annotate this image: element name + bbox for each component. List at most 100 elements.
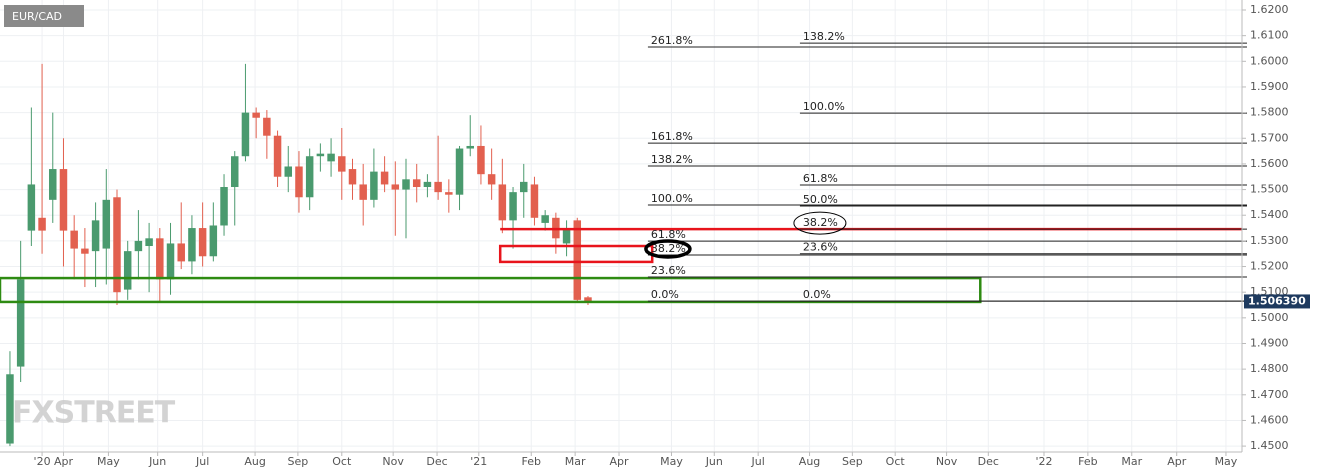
- x-tick-label: Apr: [54, 455, 74, 468]
- candle-body: [284, 166, 293, 177]
- y-tick-label: 1.6200: [1250, 3, 1289, 16]
- highlight-circle: [644, 239, 692, 259]
- candle-body: [81, 248, 89, 254]
- candle-body: [477, 145, 485, 175]
- candle-body: [49, 169, 57, 200]
- candle-body: [6, 374, 14, 444]
- candle-body: [305, 156, 314, 198]
- candle-body: [220, 187, 228, 226]
- candle-body: [316, 153, 325, 157]
- candle-body: [123, 251, 132, 290]
- candle-body: [263, 117, 271, 136]
- watermark: FXSTREET: [12, 396, 176, 431]
- x-tick-label: Mar: [1121, 455, 1142, 468]
- fib-label: 38.2%: [803, 216, 838, 229]
- x-tick-label: '21: [470, 455, 487, 468]
- fib-label: 61.8%: [803, 172, 838, 185]
- candle-body: [520, 181, 528, 193]
- candle-body: [391, 184, 400, 190]
- candle-body: [102, 199, 111, 249]
- y-tick-label: 1.4500: [1250, 439, 1289, 452]
- candle-body: [562, 228, 571, 244]
- fib-label: 138.2%: [803, 30, 845, 43]
- candle-body: [156, 238, 164, 280]
- last-price-label: 1.506390: [1248, 294, 1306, 307]
- x-tick-label: Apr: [610, 455, 630, 468]
- candle-body: [70, 230, 78, 249]
- candle-body: [338, 156, 346, 172]
- highlight-circle: [793, 211, 847, 235]
- fib-label: 0.0%: [651, 288, 679, 301]
- candle-body: [445, 192, 453, 195]
- candle-body: [91, 220, 100, 252]
- candle-body: [209, 225, 218, 257]
- fib-label: 23.6%: [651, 264, 686, 277]
- symbol-box: [4, 5, 84, 27]
- y-tick-label: 1.4900: [1250, 336, 1289, 349]
- candle-body: [166, 243, 175, 280]
- candle-body: [145, 238, 153, 247]
- candle-body: [370, 171, 378, 200]
- candle-body: [295, 166, 303, 198]
- candle-body: [348, 169, 357, 185]
- x-tick-label: Feb: [1078, 455, 1097, 468]
- y-tick-label: 1.4800: [1250, 362, 1289, 375]
- candle-body: [530, 184, 539, 218]
- y-tick-label: 1.5400: [1250, 208, 1289, 221]
- x-tick-label: Sep: [842, 455, 863, 468]
- zone: [0, 276, 982, 304]
- candle-body: [423, 181, 432, 188]
- fib-label: 50.0%: [803, 193, 838, 206]
- x-tick-label: Jul: [751, 455, 765, 468]
- candle-body: [177, 243, 185, 262]
- candle-body: [466, 145, 474, 149]
- x-tick-label: May: [1215, 455, 1238, 468]
- y-tick-label: 1.5700: [1250, 131, 1289, 144]
- candle-body: [59, 169, 68, 231]
- fib-label: 261.8%: [651, 34, 693, 47]
- fib-label: 38.2%: [651, 242, 686, 255]
- y-tick-label: 1.5000: [1250, 311, 1289, 324]
- y-tick-label: 1.4600: [1250, 413, 1289, 426]
- y-tick-label: 1.5200: [1250, 260, 1289, 273]
- candle-body: [16, 279, 25, 367]
- candle-body: [134, 240, 143, 252]
- candle-body: [498, 184, 507, 221]
- candle-body: [273, 135, 282, 177]
- candle-body: [541, 215, 549, 223]
- candle-body: [573, 220, 582, 300]
- fib-label: 138.2%: [651, 153, 693, 166]
- candle-body: [198, 228, 207, 257]
- y-tick-label: 1.5800: [1250, 106, 1289, 119]
- x-tick-label: Aug: [799, 455, 820, 468]
- grid: [0, 0, 1242, 452]
- x-tick-label: Jun: [705, 455, 723, 468]
- x-tick-label: Aug: [244, 455, 265, 468]
- candle-body: [455, 148, 464, 195]
- x-tick-label: Oct: [886, 455, 906, 468]
- y-tick-label: 1.5500: [1250, 183, 1289, 196]
- candle-body: [252, 112, 260, 118]
- x-tick-label: Sep: [288, 455, 309, 468]
- candle-body: [113, 197, 121, 293]
- x-tick-label: Feb: [522, 455, 541, 468]
- y-tick-label: 1.5900: [1250, 80, 1289, 93]
- fib-label: 23.6%: [803, 241, 838, 254]
- x-tick-label: Mar: [565, 455, 586, 468]
- x-tick-label: Nov: [936, 455, 958, 468]
- candle-body: [27, 184, 36, 231]
- y-tick-label: 1.6100: [1250, 29, 1289, 42]
- x-tick-label: Apr: [1167, 455, 1187, 468]
- candle-body: [509, 192, 517, 221]
- x-tick-label: Oct: [332, 455, 352, 468]
- x-tick-label: Dec: [978, 455, 999, 468]
- candle-body: [412, 179, 421, 188]
- x-tick-label: Dec: [426, 455, 447, 468]
- candle-body: [380, 171, 389, 185]
- candle-body: [487, 174, 496, 185]
- y-tick-label: 1.5300: [1250, 234, 1289, 247]
- candle-body: [402, 179, 410, 190]
- last-price-box: [1244, 294, 1310, 309]
- candle-body: [241, 112, 250, 157]
